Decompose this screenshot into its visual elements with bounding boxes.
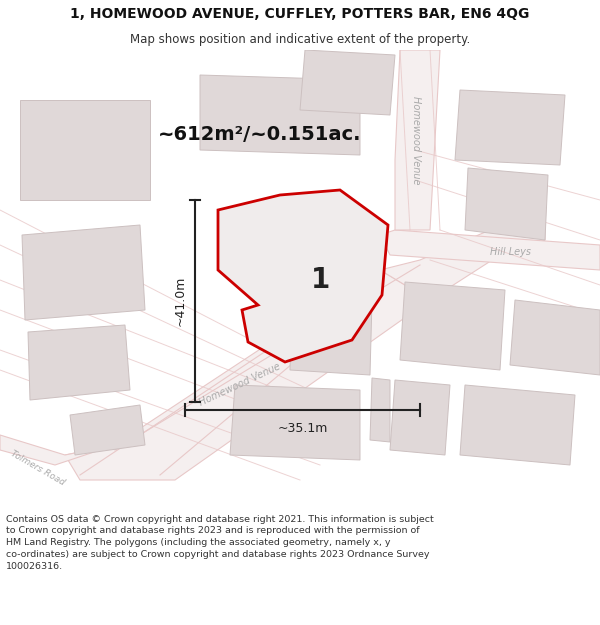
Polygon shape bbox=[65, 270, 430, 480]
Text: Map shows position and indicative extent of the property.: Map shows position and indicative extent… bbox=[130, 32, 470, 46]
Polygon shape bbox=[70, 405, 145, 455]
Polygon shape bbox=[370, 378, 390, 442]
Polygon shape bbox=[0, 435, 115, 465]
Text: ~612m²/~0.151ac.: ~612m²/~0.151ac. bbox=[158, 126, 362, 144]
Text: ~35.1m: ~35.1m bbox=[277, 422, 328, 435]
Polygon shape bbox=[230, 385, 360, 460]
Polygon shape bbox=[400, 282, 505, 370]
Polygon shape bbox=[280, 232, 342, 290]
Polygon shape bbox=[28, 325, 130, 400]
Polygon shape bbox=[20, 100, 150, 200]
Polygon shape bbox=[390, 380, 450, 455]
Polygon shape bbox=[290, 295, 372, 375]
Polygon shape bbox=[510, 300, 600, 375]
Text: Hill Leys: Hill Leys bbox=[490, 247, 530, 257]
Text: 1: 1 bbox=[310, 266, 329, 294]
Text: ~41.0m: ~41.0m bbox=[174, 276, 187, 326]
Polygon shape bbox=[460, 385, 575, 465]
Polygon shape bbox=[395, 50, 440, 230]
Polygon shape bbox=[218, 190, 388, 362]
Polygon shape bbox=[300, 50, 395, 115]
Polygon shape bbox=[455, 90, 565, 165]
Polygon shape bbox=[200, 75, 360, 155]
Polygon shape bbox=[22, 225, 145, 320]
Text: Contains OS data © Crown copyright and database right 2021. This information is : Contains OS data © Crown copyright and d… bbox=[6, 515, 434, 571]
Polygon shape bbox=[380, 230, 600, 270]
Text: Homewood Venue: Homewood Venue bbox=[198, 362, 282, 408]
Polygon shape bbox=[465, 168, 548, 240]
Text: Homewood Venue: Homewood Venue bbox=[411, 96, 421, 184]
Text: 1, HOMEWOOD AVENUE, CUFFLEY, POTTERS BAR, EN6 4QG: 1, HOMEWOOD AVENUE, CUFFLEY, POTTERS BAR… bbox=[70, 8, 530, 21]
Text: Tolmers Road: Tolmers Road bbox=[10, 449, 67, 487]
Polygon shape bbox=[380, 220, 545, 300]
